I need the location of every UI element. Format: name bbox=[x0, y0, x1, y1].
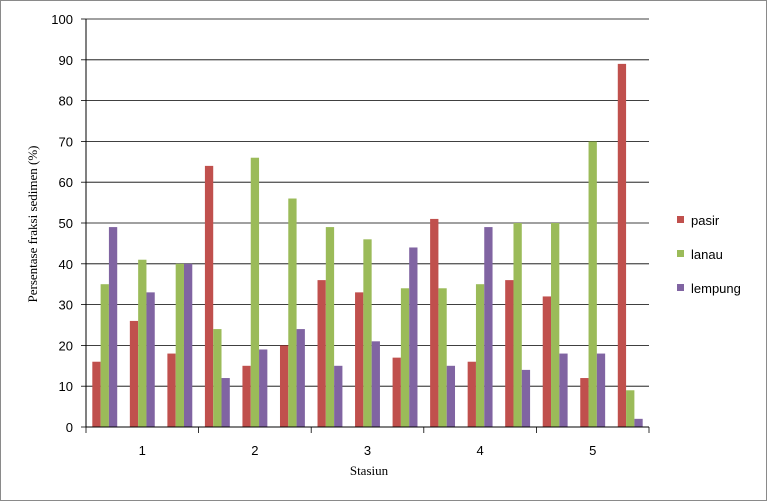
legend-label-lanau: lanau bbox=[691, 247, 723, 262]
bar-lempung bbox=[108, 227, 118, 427]
bar-lempung bbox=[183, 263, 193, 427]
x-tick-label: 3 bbox=[364, 443, 371, 458]
bar-lanau bbox=[513, 223, 522, 427]
bar-lempung bbox=[221, 378, 230, 427]
y-tick-label: 100 bbox=[51, 12, 73, 27]
bar-lempung bbox=[409, 247, 418, 427]
y-tick-label: 70 bbox=[59, 134, 73, 149]
x-tick-label: 2 bbox=[251, 443, 258, 458]
bar-lanau bbox=[213, 329, 222, 427]
bar-lanau bbox=[325, 227, 335, 427]
y-tick-label: 20 bbox=[59, 338, 73, 353]
bar-lanau bbox=[175, 263, 184, 427]
bar-pasir bbox=[355, 292, 364, 427]
x-tick-label: 4 bbox=[476, 443, 483, 458]
x-axis-label: Stasiun bbox=[350, 463, 389, 478]
bar-lempung bbox=[484, 227, 493, 427]
bar-pasir bbox=[279, 345, 289, 427]
bar-pasir bbox=[392, 357, 401, 427]
bar-pasir bbox=[580, 378, 589, 427]
bar-pasir bbox=[167, 353, 176, 427]
bar-lempung bbox=[334, 365, 343, 427]
bar-lempung bbox=[596, 353, 606, 427]
bar-lempung bbox=[296, 329, 305, 427]
bar-lanau bbox=[438, 288, 447, 427]
y-tick-label: 80 bbox=[59, 94, 73, 109]
y-tick-labels: 0 10 20 30 40 50 60 70 80 90 100 bbox=[51, 12, 73, 435]
bar-pasir bbox=[204, 165, 214, 427]
x-tick-label: 1 bbox=[139, 443, 146, 458]
bar-pasir bbox=[129, 320, 139, 427]
bar-lempung bbox=[259, 349, 268, 427]
bar-lempung bbox=[521, 369, 531, 427]
bar-pasir bbox=[467, 361, 476, 427]
y-tick-label: 40 bbox=[59, 257, 73, 272]
legend-label-lempung: lempung bbox=[691, 281, 741, 296]
bar-lempung bbox=[559, 353, 568, 427]
bar-lanau bbox=[100, 284, 109, 427]
bar-pasir bbox=[617, 63, 627, 427]
bar-lanau bbox=[138, 259, 147, 427]
legend: pasir lanau lempung bbox=[677, 213, 741, 296]
bar-lanau bbox=[250, 157, 260, 427]
y-tick-label: 10 bbox=[59, 379, 73, 394]
x-tick-label: 5 bbox=[589, 443, 596, 458]
bar-lempung bbox=[634, 418, 643, 427]
bar-lanau bbox=[475, 284, 485, 427]
y-tick-label: 30 bbox=[59, 298, 73, 313]
legend-swatch-pasir bbox=[677, 216, 684, 223]
bar-pasir bbox=[242, 365, 251, 427]
axes bbox=[81, 18, 650, 433]
bar-lanau bbox=[363, 239, 372, 427]
legend-label-pasir: pasir bbox=[691, 213, 720, 228]
y-tick-label: 90 bbox=[59, 53, 73, 68]
bars-group bbox=[92, 63, 643, 427]
x-tick-labels: 1 2 3 4 5 bbox=[139, 443, 597, 458]
y-tick-label: 0 bbox=[66, 420, 73, 435]
y-tick-label: 60 bbox=[59, 175, 73, 190]
legend-swatch-lanau bbox=[677, 250, 684, 257]
bar-pasir bbox=[505, 280, 514, 427]
bar-pasir bbox=[317, 280, 326, 427]
bar-pasir bbox=[92, 361, 101, 427]
y-axis-label: Persentase fraksi sedimen (%) bbox=[25, 145, 40, 302]
bar-lanau bbox=[588, 141, 597, 427]
legend-swatch-lempung bbox=[677, 284, 684, 291]
bar-lanau bbox=[626, 390, 635, 427]
bar-lempung bbox=[371, 341, 380, 427]
bar-lanau bbox=[288, 198, 297, 427]
y-tick-label: 50 bbox=[59, 216, 73, 231]
bar-lanau bbox=[551, 223, 560, 427]
bar-lempung bbox=[446, 365, 456, 427]
bar-pasir bbox=[542, 296, 552, 427]
bar-pasir bbox=[430, 218, 439, 427]
bar-lempung bbox=[146, 292, 155, 427]
bar-lanau bbox=[400, 288, 410, 427]
